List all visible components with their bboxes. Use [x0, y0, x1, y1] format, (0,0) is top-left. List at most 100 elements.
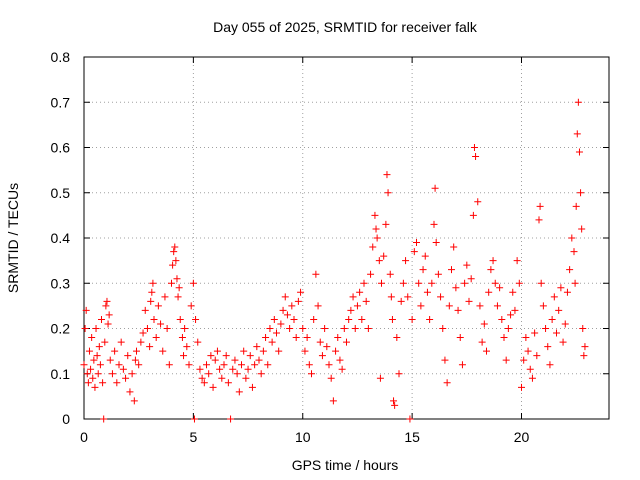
data-point: [504, 325, 512, 332]
data-point: [229, 365, 237, 373]
data-point: [117, 338, 125, 346]
data-point: [207, 352, 215, 360]
y-tick-label: 0.7: [51, 94, 71, 110]
data-point: [238, 361, 245, 369]
data-point: [220, 361, 228, 369]
data-point: [498, 315, 506, 323]
data-point: [299, 325, 307, 332]
y-tick-label: 0.3: [51, 275, 71, 291]
data-point: [194, 338, 202, 346]
data-point: [290, 315, 298, 323]
data-point: [572, 202, 580, 210]
x-tick-label: 0: [80, 429, 88, 445]
y-tick-label: 0.6: [51, 140, 71, 156]
data-point: [356, 288, 364, 296]
data-point: [190, 415, 198, 423]
data-point: [251, 361, 259, 369]
x-tick-label: 15: [404, 429, 420, 445]
data-point: [154, 302, 162, 310]
data-point: [417, 302, 425, 310]
data-point: [445, 302, 453, 310]
data-point: [382, 220, 390, 228]
data-point: [334, 334, 342, 342]
data-point: [329, 397, 337, 405]
data-point: [580, 352, 588, 360]
data-point: [163, 325, 171, 332]
data-point: [465, 297, 473, 305]
data-point: [312, 270, 320, 278]
data-point: [575, 148, 583, 156]
data-point: [257, 370, 265, 378]
data-point: [104, 320, 112, 328]
data-point: [579, 325, 587, 332]
x-axis-label: GPS time / hours: [292, 457, 399, 473]
data-point: [571, 279, 579, 287]
data-point: [180, 352, 188, 360]
data-point: [227, 415, 235, 423]
data-point: [362, 297, 370, 305]
data-point: [430, 220, 438, 228]
data-point: [139, 329, 147, 337]
data-point: [152, 334, 160, 342]
data-point: [187, 302, 195, 310]
data-point: [113, 379, 121, 387]
data-point: [325, 361, 333, 369]
data-point: [100, 415, 108, 423]
data-point: [515, 279, 523, 287]
data-point: [413, 239, 420, 247]
data-point: [253, 343, 261, 351]
data-point: [183, 343, 191, 351]
data-point: [321, 325, 329, 332]
data-point: [375, 257, 383, 265]
data-point: [391, 401, 399, 409]
data-point: [524, 347, 532, 355]
data-point: [336, 356, 344, 364]
data-point: [218, 374, 226, 382]
data-point: [518, 383, 525, 391]
data-point: [568, 234, 576, 242]
data-point: [111, 347, 119, 355]
data-point: [397, 297, 405, 305]
data-point: [172, 257, 180, 265]
data-point: [81, 325, 89, 332]
data-point: [563, 288, 571, 296]
data-point: [240, 347, 248, 355]
data-point: [281, 293, 289, 301]
data-point: [467, 275, 475, 283]
data-point: [205, 370, 213, 378]
data-point: [292, 334, 300, 342]
data-point: [103, 297, 111, 305]
data-point: [476, 302, 484, 310]
data-point: [448, 266, 455, 274]
data-point: [343, 338, 350, 346]
data-point: [332, 347, 340, 355]
data-point: [266, 325, 274, 332]
data-point: [480, 320, 488, 328]
data-point: [566, 266, 574, 274]
data-point: [85, 347, 93, 355]
data-point: [275, 347, 283, 355]
data-point: [169, 261, 177, 269]
x-tick-label: 10: [295, 429, 311, 445]
data-point: [372, 225, 380, 233]
data-point: [301, 347, 309, 355]
data-point: [450, 243, 458, 251]
data-point: [349, 293, 357, 301]
data-point: [574, 98, 582, 106]
data-point: [395, 370, 403, 378]
data-point: [213, 347, 221, 355]
data-point: [270, 315, 278, 323]
data-point: [130, 397, 138, 405]
data-point: [181, 325, 189, 332]
data-point: [511, 306, 519, 314]
data-point: [244, 365, 252, 373]
data-point: [428, 279, 436, 287]
data-point: [533, 352, 541, 360]
data-point: [80, 361, 88, 369]
data-point: [279, 306, 287, 314]
data-point: [119, 365, 127, 373]
data-point: [555, 306, 563, 314]
data-point: [353, 302, 361, 310]
data-point: [248, 383, 256, 391]
data-point: [92, 325, 100, 332]
